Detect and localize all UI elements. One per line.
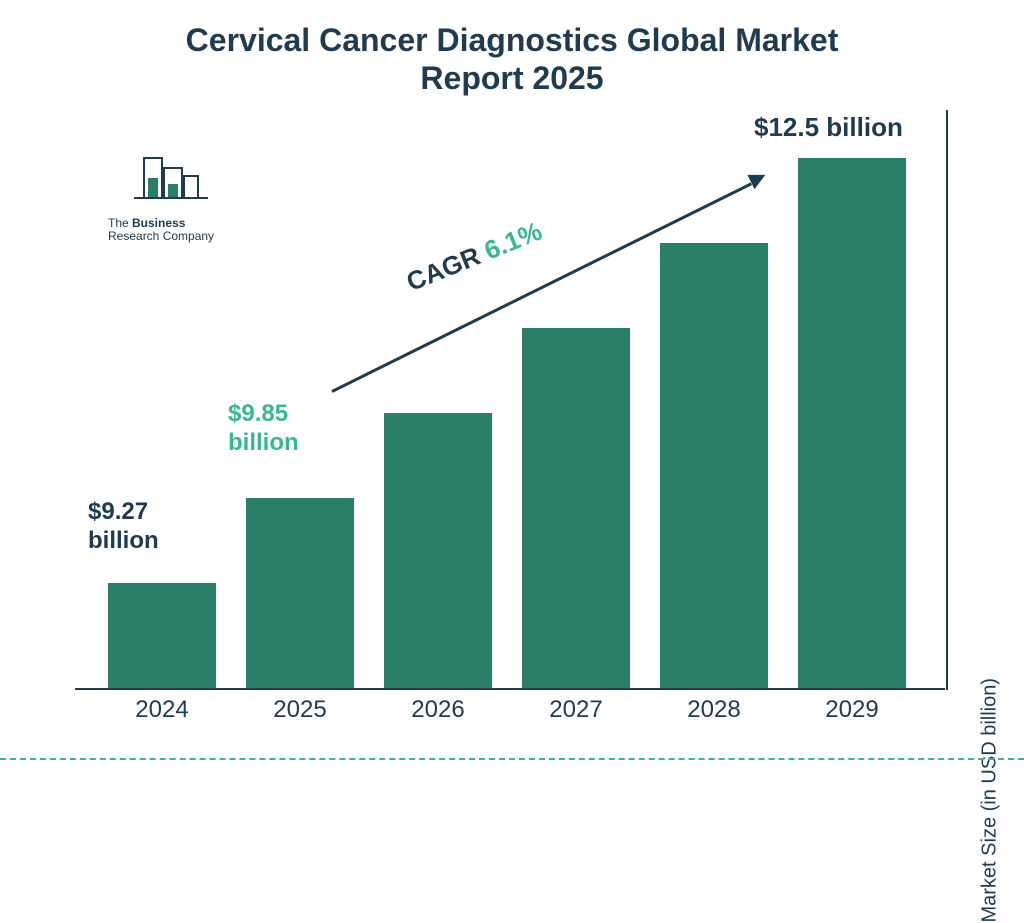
cagr-prefix: CAGR bbox=[402, 238, 491, 297]
company-name: The Business Research Company bbox=[108, 217, 238, 243]
bar-2026 bbox=[384, 413, 492, 688]
trend-arrow-head bbox=[748, 168, 769, 189]
xlabel-2025: 2025 bbox=[246, 696, 354, 724]
value-2025: $9.85billion bbox=[228, 400, 299, 458]
building-icon bbox=[108, 152, 238, 212]
bar-2028 bbox=[660, 243, 768, 688]
xlabel-2028: 2028 bbox=[660, 696, 768, 724]
bar-2025 bbox=[246, 498, 354, 688]
chart-title-line2: Report 2025 bbox=[0, 60, 1024, 97]
xlabel-2027: 2027 bbox=[522, 696, 630, 724]
cagr-label: CAGR 6.1% bbox=[402, 216, 546, 298]
x-axis bbox=[75, 688, 945, 690]
company-logo: The Business Research Company bbox=[108, 152, 238, 243]
value-2024: $9.27billion bbox=[88, 498, 159, 556]
chart-canvas: { "chart": { "type": "bar", "title_line1… bbox=[0, 0, 1024, 768]
y-axis-label: Market Size (in USD billion) bbox=[979, 678, 1002, 923]
xlabel-2026: 2026 bbox=[384, 696, 492, 724]
bar-2027 bbox=[522, 328, 630, 688]
bar-2029 bbox=[798, 158, 906, 688]
cagr-value: 6.1% bbox=[480, 216, 546, 266]
y-axis-right bbox=[946, 110, 948, 690]
bar-2024 bbox=[108, 583, 216, 688]
value-2029: $12.5 billion bbox=[754, 112, 903, 143]
xlabel-2029: 2029 bbox=[798, 696, 906, 724]
xlabel-2024: 2024 bbox=[108, 696, 216, 724]
bottom-dashed-divider bbox=[0, 758, 1024, 760]
chart-title-line1: Cervical Cancer Diagnostics Global Marke… bbox=[0, 22, 1024, 59]
